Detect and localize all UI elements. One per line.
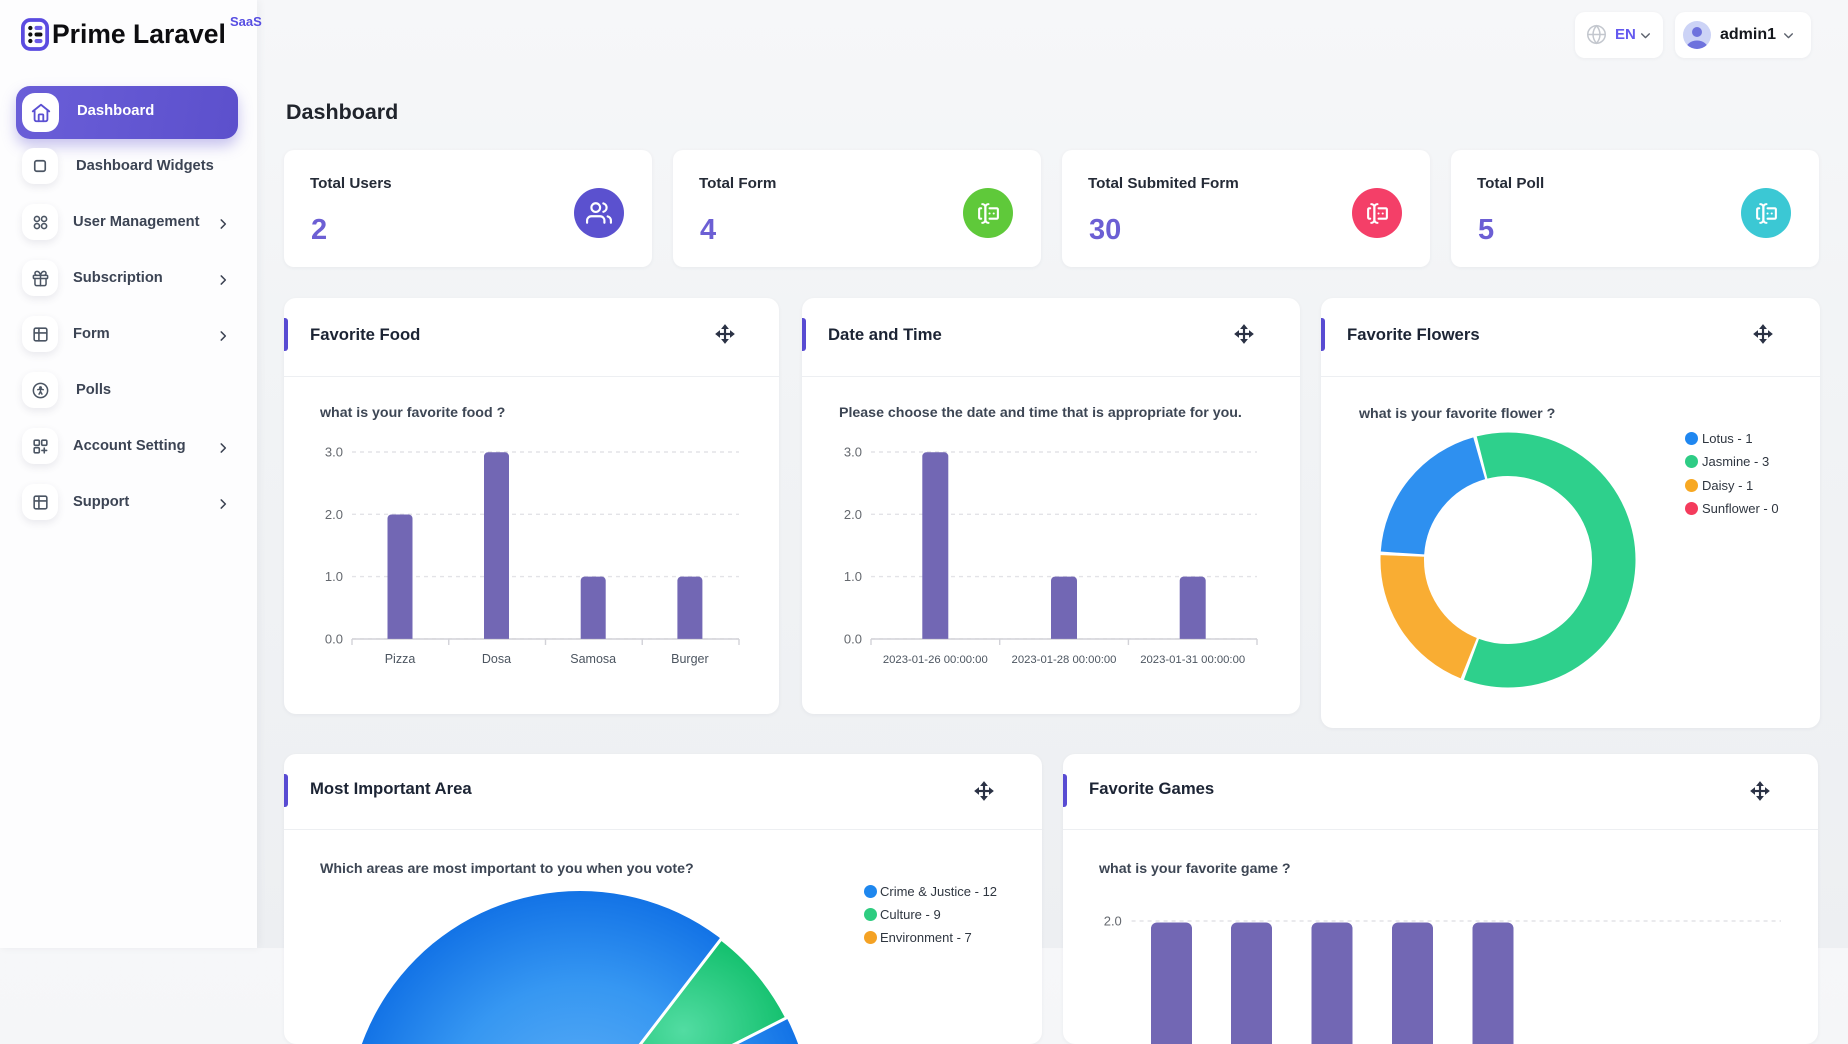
- svg-text:2.0: 2.0: [844, 507, 862, 522]
- svg-text:0.0: 0.0: [844, 631, 862, 646]
- svg-text:3.0: 3.0: [325, 445, 343, 460]
- svg-text:2023-01-31 00:00:00: 2023-01-31 00:00:00: [1140, 654, 1245, 666]
- svg-text:3.0: 3.0: [844, 445, 862, 460]
- svg-text:1.0: 1.0: [325, 569, 343, 584]
- svg-text:2.0: 2.0: [325, 507, 343, 522]
- svg-text:2023-01-28 00:00:00: 2023-01-28 00:00:00: [1012, 654, 1117, 666]
- svg-text:Dosa: Dosa: [482, 652, 511, 666]
- svg-text:Samosa: Samosa: [570, 652, 616, 666]
- svg-text:2.0: 2.0: [1104, 914, 1122, 929]
- svg-text:2023-01-26 00:00:00: 2023-01-26 00:00:00: [883, 654, 988, 666]
- svg-text:1.0: 1.0: [844, 569, 862, 584]
- svg-text:Burger: Burger: [671, 652, 709, 666]
- svg-text:0.0: 0.0: [325, 631, 343, 646]
- svg-text:Pizza: Pizza: [385, 652, 416, 666]
